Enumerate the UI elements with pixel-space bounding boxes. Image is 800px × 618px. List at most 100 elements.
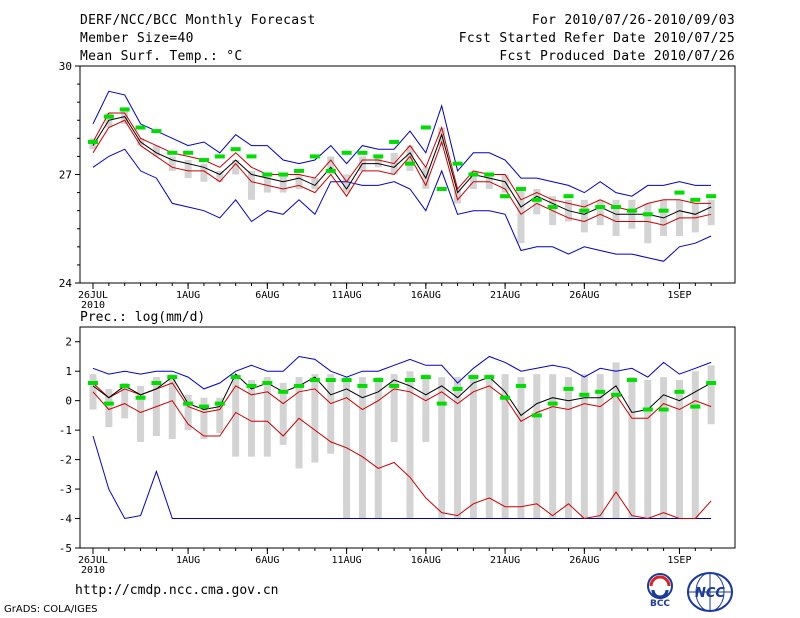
prec-ensemble-marker bbox=[690, 404, 701, 409]
prec-ensemble-marker bbox=[436, 401, 447, 406]
temp-ensemble-marker bbox=[151, 129, 162, 134]
temp-max-line bbox=[92, 90, 712, 197]
temp-ensemble-marker bbox=[294, 168, 305, 173]
prec-ensemble-marker bbox=[468, 375, 479, 380]
prec-spread-box bbox=[358, 377, 366, 519]
prec-ensemble-marker bbox=[642, 407, 653, 412]
prec-spread-box bbox=[279, 382, 287, 445]
prec-spread-box bbox=[295, 377, 303, 469]
prec-mean-line bbox=[92, 373, 712, 417]
prec-ensemble-marker bbox=[500, 395, 511, 400]
prec-spread-box bbox=[612, 362, 620, 519]
prec-ensemble-marker bbox=[626, 378, 637, 383]
prec-spread-box bbox=[580, 374, 588, 519]
prec-lower-line bbox=[92, 382, 712, 422]
temp-ensemble-marker bbox=[658, 208, 669, 213]
temp-ensemble-marker bbox=[405, 161, 415, 166]
prec-ensemble-marker bbox=[563, 386, 574, 391]
temp-ensemble-marker bbox=[389, 139, 400, 144]
prec-y-tick-label: -1 bbox=[59, 424, 72, 437]
prec-spread-box bbox=[596, 374, 604, 519]
temp-ensemble-marker bbox=[357, 150, 368, 155]
temp-ensemble-marker bbox=[468, 172, 479, 177]
prec-x-tick-label: 16AUG bbox=[411, 555, 441, 566]
prec-spread-box bbox=[549, 374, 557, 519]
temp-ensemble-marker bbox=[309, 154, 320, 159]
prec-spread-box bbox=[675, 380, 683, 519]
prec-ensemble-marker bbox=[658, 407, 669, 412]
temp-ensemble-marker bbox=[230, 147, 241, 152]
prec-ensemble-marker bbox=[167, 375, 178, 380]
temp-upper-line bbox=[92, 112, 712, 212]
prec-y-tick-label: 2 bbox=[65, 336, 72, 349]
prec-ensemble-marker bbox=[405, 378, 415, 383]
temp-ensemble-marker bbox=[103, 114, 114, 119]
prec-ensemble-marker bbox=[452, 386, 463, 391]
prec-x-tick-label: 26JUL bbox=[78, 555, 108, 566]
temp-ensemble-marker bbox=[547, 205, 558, 210]
prec-x-tick-label: 6AUG bbox=[255, 555, 279, 566]
prec-spread-box bbox=[517, 377, 525, 519]
prec-y-tick-label: -4 bbox=[59, 513, 73, 526]
temp-min-line bbox=[92, 148, 712, 262]
temp-ensemble-marker bbox=[119, 107, 130, 112]
prec-spread-box bbox=[438, 377, 446, 519]
prec-ensemble-marker bbox=[389, 383, 400, 388]
prec-spread-box bbox=[216, 397, 224, 434]
ncc-logo-text: NCC bbox=[695, 586, 725, 601]
prec-ensemble-marker bbox=[135, 395, 146, 400]
prec-spread-box bbox=[263, 377, 271, 457]
temp-spread-box bbox=[612, 199, 620, 236]
start-date-label: Fcst Started Refer Date 2010/07/25 bbox=[458, 31, 735, 46]
prec-ensemble-marker bbox=[373, 378, 384, 383]
temp-spread-box bbox=[184, 160, 192, 179]
prec-spread-box bbox=[232, 374, 240, 457]
prec-spread-box bbox=[691, 371, 699, 519]
temp-x-tick-label: 26JUL bbox=[78, 290, 108, 301]
temp-spread-box bbox=[343, 174, 351, 193]
source-url[interactable]: http://cmdp.ncc.cma.gov.cn bbox=[75, 583, 279, 598]
temp-ensemble-marker bbox=[595, 205, 606, 210]
prec-x-tick-label: 11AUG bbox=[332, 555, 362, 566]
temp-x-tick-label: 26AUG bbox=[569, 290, 599, 301]
temp-spread-box bbox=[216, 170, 224, 182]
prec-spread-box bbox=[168, 374, 176, 439]
prec-ensemble-marker bbox=[341, 378, 352, 383]
temp-ensemble-marker bbox=[706, 194, 717, 199]
temp-x-tick-label: 6AUG bbox=[255, 290, 279, 301]
temp-x-tick-label: 1AUG bbox=[176, 290, 200, 301]
forecast-period-label: For 2010/07/26-2010/09/03 bbox=[531, 13, 735, 28]
ncc-logo: NCC bbox=[687, 572, 733, 612]
temp-spread-box bbox=[279, 174, 287, 193]
temp-spread-box bbox=[248, 170, 255, 200]
temp-ensemble-marker bbox=[183, 150, 194, 155]
temp-plot-frame bbox=[79, 65, 736, 284]
prec-ensemble-marker bbox=[103, 401, 114, 406]
temp-ensemble-marker bbox=[278, 172, 289, 177]
temp-spread-box bbox=[517, 188, 525, 244]
prec-spread-box bbox=[485, 374, 493, 519]
prec-min-line bbox=[92, 435, 712, 520]
temp-ensemble-marker bbox=[642, 212, 653, 217]
prec-y-tick-label: -2 bbox=[59, 454, 72, 467]
prec-ensemble-marker bbox=[262, 380, 273, 385]
temp-x-tick-label: 2010 bbox=[81, 300, 105, 311]
temp-ensemble-marker bbox=[436, 186, 447, 191]
temp-ensemble-marker bbox=[262, 172, 273, 177]
temp-lower-line bbox=[92, 119, 712, 226]
prec-x-tick-label: 26AUG bbox=[569, 555, 599, 566]
member-size-label: Member Size=40 bbox=[80, 31, 194, 46]
chart-title: DERF/NCC/BCC Monthly Forecast bbox=[80, 13, 316, 28]
temp-ensemble-marker bbox=[531, 197, 542, 202]
prec-ensemble-marker bbox=[611, 392, 622, 397]
prec-ensemble-marker bbox=[278, 389, 289, 394]
prec-spread-box bbox=[660, 377, 668, 519]
temp-ensemble-marker bbox=[579, 208, 590, 213]
temp-x-tick-label: 21AUG bbox=[490, 290, 520, 301]
temp-spread-box bbox=[406, 145, 414, 171]
prec-panel-title: Prec.: log(mm/d) bbox=[80, 310, 205, 325]
temp-mean-line bbox=[92, 116, 712, 219]
temp-spread-box bbox=[263, 174, 271, 193]
temp-spread-box bbox=[200, 163, 208, 182]
temp-spread-box bbox=[232, 160, 240, 175]
